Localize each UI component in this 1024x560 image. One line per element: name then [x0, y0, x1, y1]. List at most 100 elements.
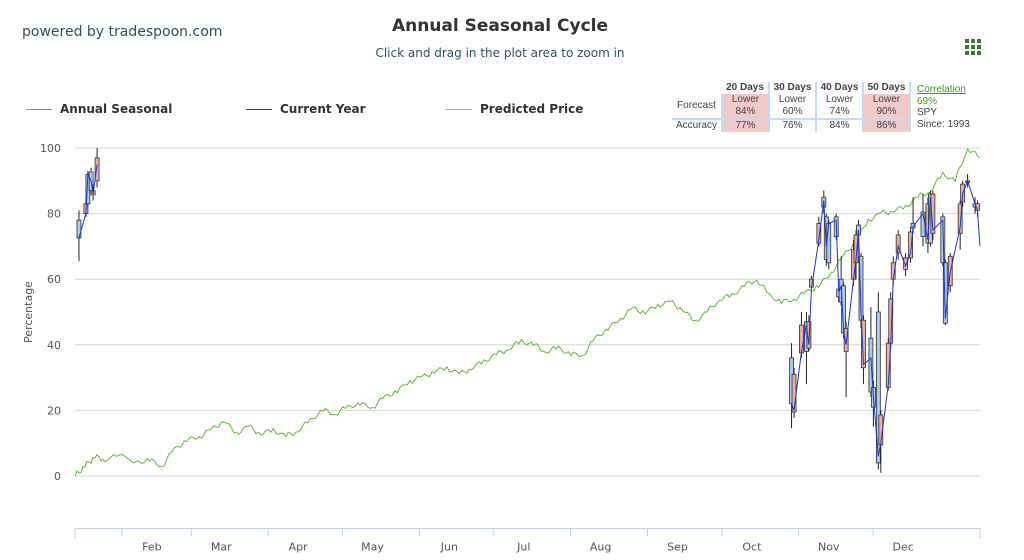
forecast-cell: Lower 90% — [863, 94, 911, 119]
header-50-days: 50 Days — [863, 82, 911, 94]
current-year-line — [791, 179, 981, 457]
candle-down — [878, 414, 884, 446]
candle-down — [861, 319, 866, 369]
forecast-pct: 84% — [735, 106, 756, 117]
candle-down — [816, 223, 822, 244]
x-tick-label: Oct — [742, 540, 762, 553]
y-tick-label: 40 — [47, 339, 61, 352]
candle-down — [808, 278, 814, 288]
y-tick-label: 20 — [47, 404, 61, 417]
candle-down — [806, 321, 812, 349]
current-year-line — [78, 164, 98, 239]
x-tick-label: Aug — [590, 540, 611, 553]
forecast-cell: Lower 60% — [769, 94, 817, 119]
correlation-value: 69% — [917, 95, 938, 107]
candle-down — [947, 255, 953, 287]
y-axis-label: Percentage — [22, 281, 35, 343]
candle-up — [910, 223, 916, 229]
candle-up — [836, 288, 842, 298]
accuracy-label: Accuracy — [672, 118, 723, 132]
symbol: SPY — [917, 107, 938, 118]
candle-down — [853, 234, 859, 264]
x-tick-label: Dec — [892, 540, 913, 553]
candle-up — [85, 173, 91, 205]
annual-seasonal-line — [74, 148, 981, 477]
y-tick-label: 0 — [54, 470, 61, 483]
x-tick-label: Nov — [818, 540, 840, 553]
accuracy-cell: 76% — [769, 118, 817, 132]
correlation-link[interactable]: Correlation — [917, 84, 966, 95]
candle-up — [870, 387, 876, 408]
candle-down — [799, 324, 804, 354]
candle-up — [942, 262, 948, 324]
powered-by-link[interactable]: powered by tradespoon.com — [22, 24, 223, 40]
candle-down — [791, 373, 797, 413]
candle-up — [76, 219, 82, 239]
candle-down — [90, 190, 96, 196]
candle-up — [965, 180, 971, 183]
candle-up — [838, 278, 844, 303]
candle-up — [858, 255, 864, 321]
x-tick-label: Sep — [667, 540, 688, 553]
candle-down — [975, 203, 980, 211]
legend-current-year[interactable]: Current Year — [246, 102, 366, 116]
x-tick-label: Jun — [440, 540, 458, 553]
y-tick-label: 80 — [47, 208, 61, 221]
candle-down — [83, 203, 89, 214]
candle-down — [925, 203, 931, 244]
y-tick-label: 100 — [40, 142, 61, 155]
legend-predicted-price[interactable]: Predicted Price — [446, 102, 583, 116]
candle-up — [88, 171, 94, 192]
legend-label: Annual Seasonal — [60, 102, 173, 116]
x-tick-label: Jul — [516, 540, 530, 553]
legend-annual-seasonal[interactable]: Annual Seasonal — [26, 102, 172, 116]
candle-down — [885, 342, 891, 388]
candle-down — [890, 262, 896, 280]
forecast-table: 20 Days 30 Days 40 Days 50 Days Forecast… — [672, 82, 911, 132]
candle-up — [940, 216, 946, 264]
header-20-days: 20 Days — [722, 82, 770, 94]
forecast-dir: Lower — [825, 94, 854, 105]
candle-up — [875, 311, 881, 464]
x-tick-label: Feb — [142, 540, 161, 553]
header-40-days: 40 Days — [816, 82, 864, 94]
accuracy-cell: 77% — [722, 118, 770, 132]
candle-up — [972, 203, 978, 208]
candle-up — [833, 216, 839, 237]
candle-up — [920, 211, 926, 237]
header-30-days: 30 Days — [769, 82, 817, 94]
grid-menu-icon[interactable] — [965, 39, 981, 55]
forecast-pct: 74% — [829, 106, 850, 117]
forecast-cell: Lower 84% — [722, 94, 770, 119]
forecast-dir: Lower — [872, 94, 901, 105]
x-tick-label: May — [361, 540, 384, 553]
candle-down — [94, 157, 100, 182]
candle-up — [789, 357, 794, 405]
y-tick-label: 60 — [47, 273, 61, 286]
x-tick-label: Apr — [289, 540, 309, 553]
candle-up — [841, 285, 847, 334]
candle-down — [960, 183, 966, 203]
x-tick-label: Mar — [211, 540, 232, 553]
legend-label: Predicted Price — [480, 102, 584, 116]
candle-up — [821, 196, 827, 208]
legend-label: Current Year — [280, 102, 366, 116]
accuracy-cell: 84% — [816, 118, 864, 132]
candle-down — [888, 298, 894, 344]
candle-up — [804, 321, 809, 352]
forecast-pct: 60% — [782, 106, 803, 117]
forecast-cell: Lower 74% — [816, 94, 864, 119]
forecast-dir: Lower — [778, 94, 807, 105]
candle-down — [843, 327, 849, 352]
candle-up — [856, 224, 861, 236]
candle-down — [851, 249, 856, 280]
forecast-dir: Lower — [731, 94, 760, 105]
candle-up — [868, 337, 874, 393]
candle-down — [930, 193, 936, 234]
candle-up — [823, 216, 829, 260]
chart-subtitle: Click and drag in the plot area to zoom … — [375, 46, 625, 60]
candle-down — [895, 234, 901, 254]
chart-title: Annual Seasonal Cycle — [391, 16, 609, 36]
candle-down — [908, 231, 913, 259]
correlation-info: Correlation 69% SPY Since: 1993 — [917, 84, 1017, 130]
